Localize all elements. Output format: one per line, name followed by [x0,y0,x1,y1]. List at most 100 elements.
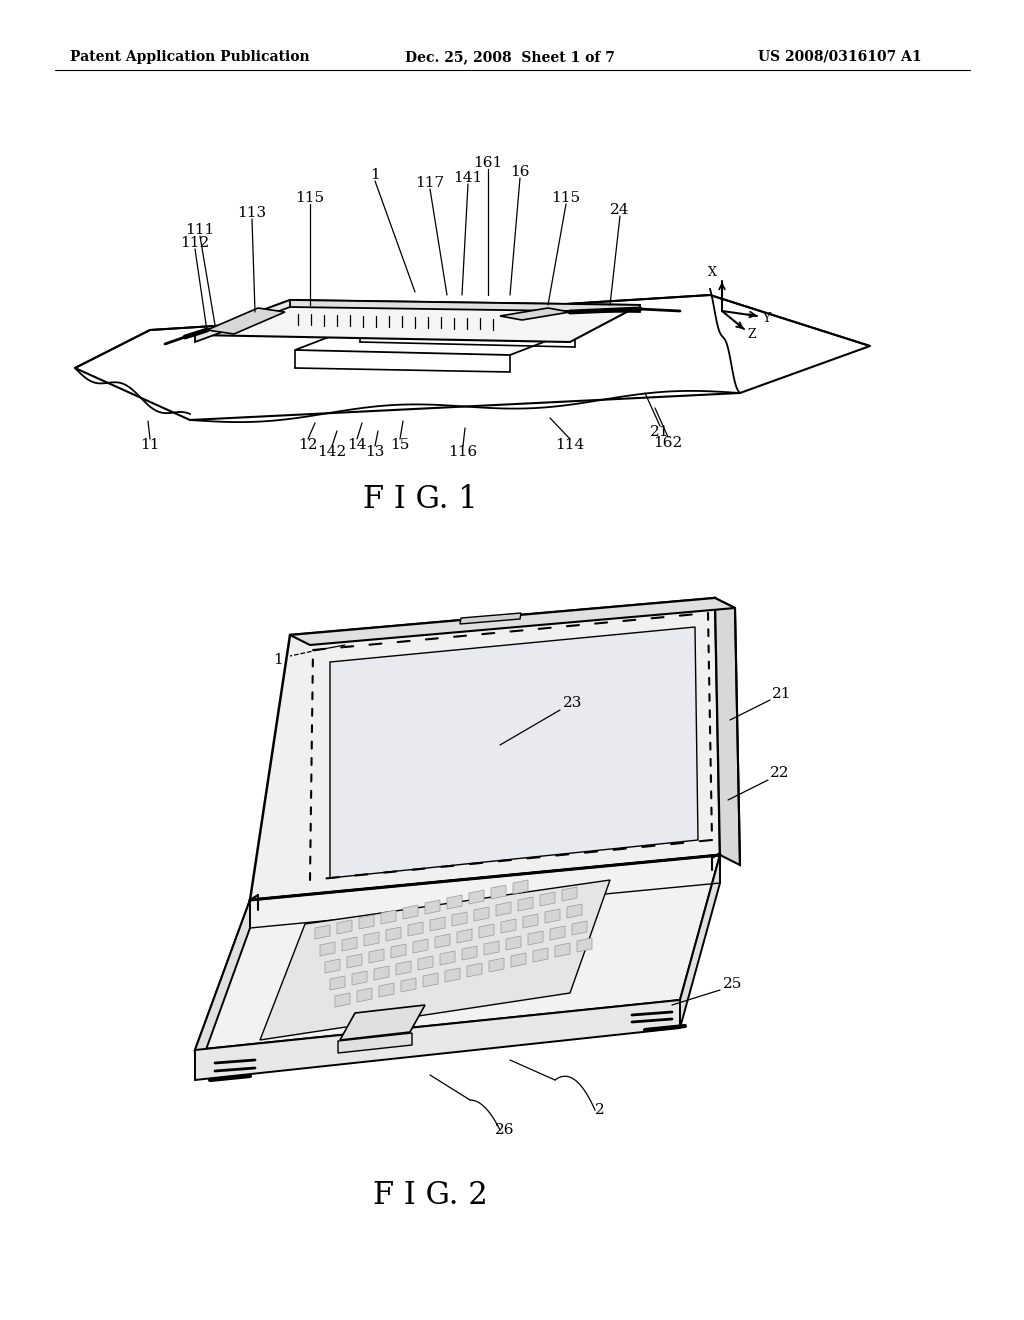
Polygon shape [260,880,610,1040]
Polygon shape [195,300,640,342]
Text: Z: Z [748,329,757,342]
Polygon shape [319,942,335,956]
Polygon shape [338,1034,412,1053]
Polygon shape [290,300,640,312]
Text: 23: 23 [563,696,583,710]
Text: 26: 26 [496,1123,515,1137]
Text: 1: 1 [370,168,380,182]
Polygon shape [462,946,477,960]
Polygon shape [359,915,374,929]
Polygon shape [460,612,521,624]
Polygon shape [435,935,450,948]
Polygon shape [413,939,428,953]
Polygon shape [680,855,720,1028]
Polygon shape [396,961,411,975]
Text: Patent Application Publication: Patent Application Publication [71,50,310,63]
Text: F I G. 2: F I G. 2 [373,1180,487,1210]
Text: 112: 112 [180,236,210,249]
Polygon shape [337,920,352,935]
Polygon shape [534,948,548,962]
Polygon shape [374,966,389,979]
Polygon shape [250,598,720,900]
Text: X: X [708,267,717,280]
Text: Y: Y [762,313,770,326]
Polygon shape [457,929,472,942]
Polygon shape [195,900,250,1080]
Polygon shape [207,308,285,334]
Text: 16: 16 [510,165,529,180]
Polygon shape [489,958,504,972]
Text: 25: 25 [723,977,742,991]
Polygon shape [357,987,372,1002]
Polygon shape [506,936,521,950]
Polygon shape [467,964,482,977]
Polygon shape [490,884,506,899]
Text: 12: 12 [298,438,317,451]
Polygon shape [501,919,516,933]
Polygon shape [381,909,396,924]
Polygon shape [572,921,587,935]
Text: 21: 21 [650,425,670,440]
Text: 21: 21 [772,686,792,701]
Text: 161: 161 [473,156,503,170]
Polygon shape [479,924,494,939]
Polygon shape [440,950,455,965]
Polygon shape [469,890,484,904]
Text: US 2008/0316107 A1: US 2008/0316107 A1 [758,50,922,63]
Text: 115: 115 [296,191,325,205]
Text: 11: 11 [140,438,160,451]
Polygon shape [550,927,565,940]
Polygon shape [513,880,528,894]
Polygon shape [496,902,511,916]
Text: 24: 24 [610,203,630,216]
Text: 2: 2 [595,1104,605,1117]
Text: 141: 141 [454,172,482,185]
Polygon shape [715,598,740,865]
Polygon shape [364,932,379,946]
Polygon shape [75,294,870,420]
Polygon shape [195,855,720,1049]
Polygon shape [540,892,555,906]
Polygon shape [555,942,570,957]
Polygon shape [425,900,440,913]
Text: 115: 115 [552,191,581,205]
Text: 114: 114 [555,438,585,451]
Text: 116: 116 [449,445,477,459]
Text: 14: 14 [347,438,367,451]
Polygon shape [403,906,418,919]
Polygon shape [567,904,582,917]
Polygon shape [484,941,499,954]
Text: 111: 111 [185,223,215,238]
Polygon shape [401,978,416,993]
Polygon shape [445,968,460,982]
Polygon shape [342,937,357,950]
Polygon shape [340,1005,425,1040]
Polygon shape [315,925,330,939]
Polygon shape [452,912,467,927]
Polygon shape [352,972,367,985]
Polygon shape [195,300,290,342]
Polygon shape [423,973,438,987]
Polygon shape [290,598,735,645]
Polygon shape [391,944,406,958]
Text: 1: 1 [273,653,283,667]
Text: 15: 15 [390,438,410,451]
Polygon shape [523,913,538,928]
Polygon shape [562,887,577,902]
Polygon shape [408,921,423,936]
Polygon shape [195,1001,680,1080]
Text: 142: 142 [317,445,347,459]
Text: 117: 117 [416,176,444,190]
Polygon shape [369,949,384,964]
Polygon shape [379,983,394,997]
Polygon shape [430,917,445,931]
Text: Dec. 25, 2008  Sheet 1 of 7: Dec. 25, 2008 Sheet 1 of 7 [406,50,615,63]
Polygon shape [447,895,462,909]
Text: 113: 113 [238,206,266,220]
Text: 22: 22 [770,766,790,780]
Text: 162: 162 [653,436,683,450]
Polygon shape [474,907,489,921]
Text: 13: 13 [366,445,385,459]
Polygon shape [335,993,350,1007]
Polygon shape [418,956,433,970]
